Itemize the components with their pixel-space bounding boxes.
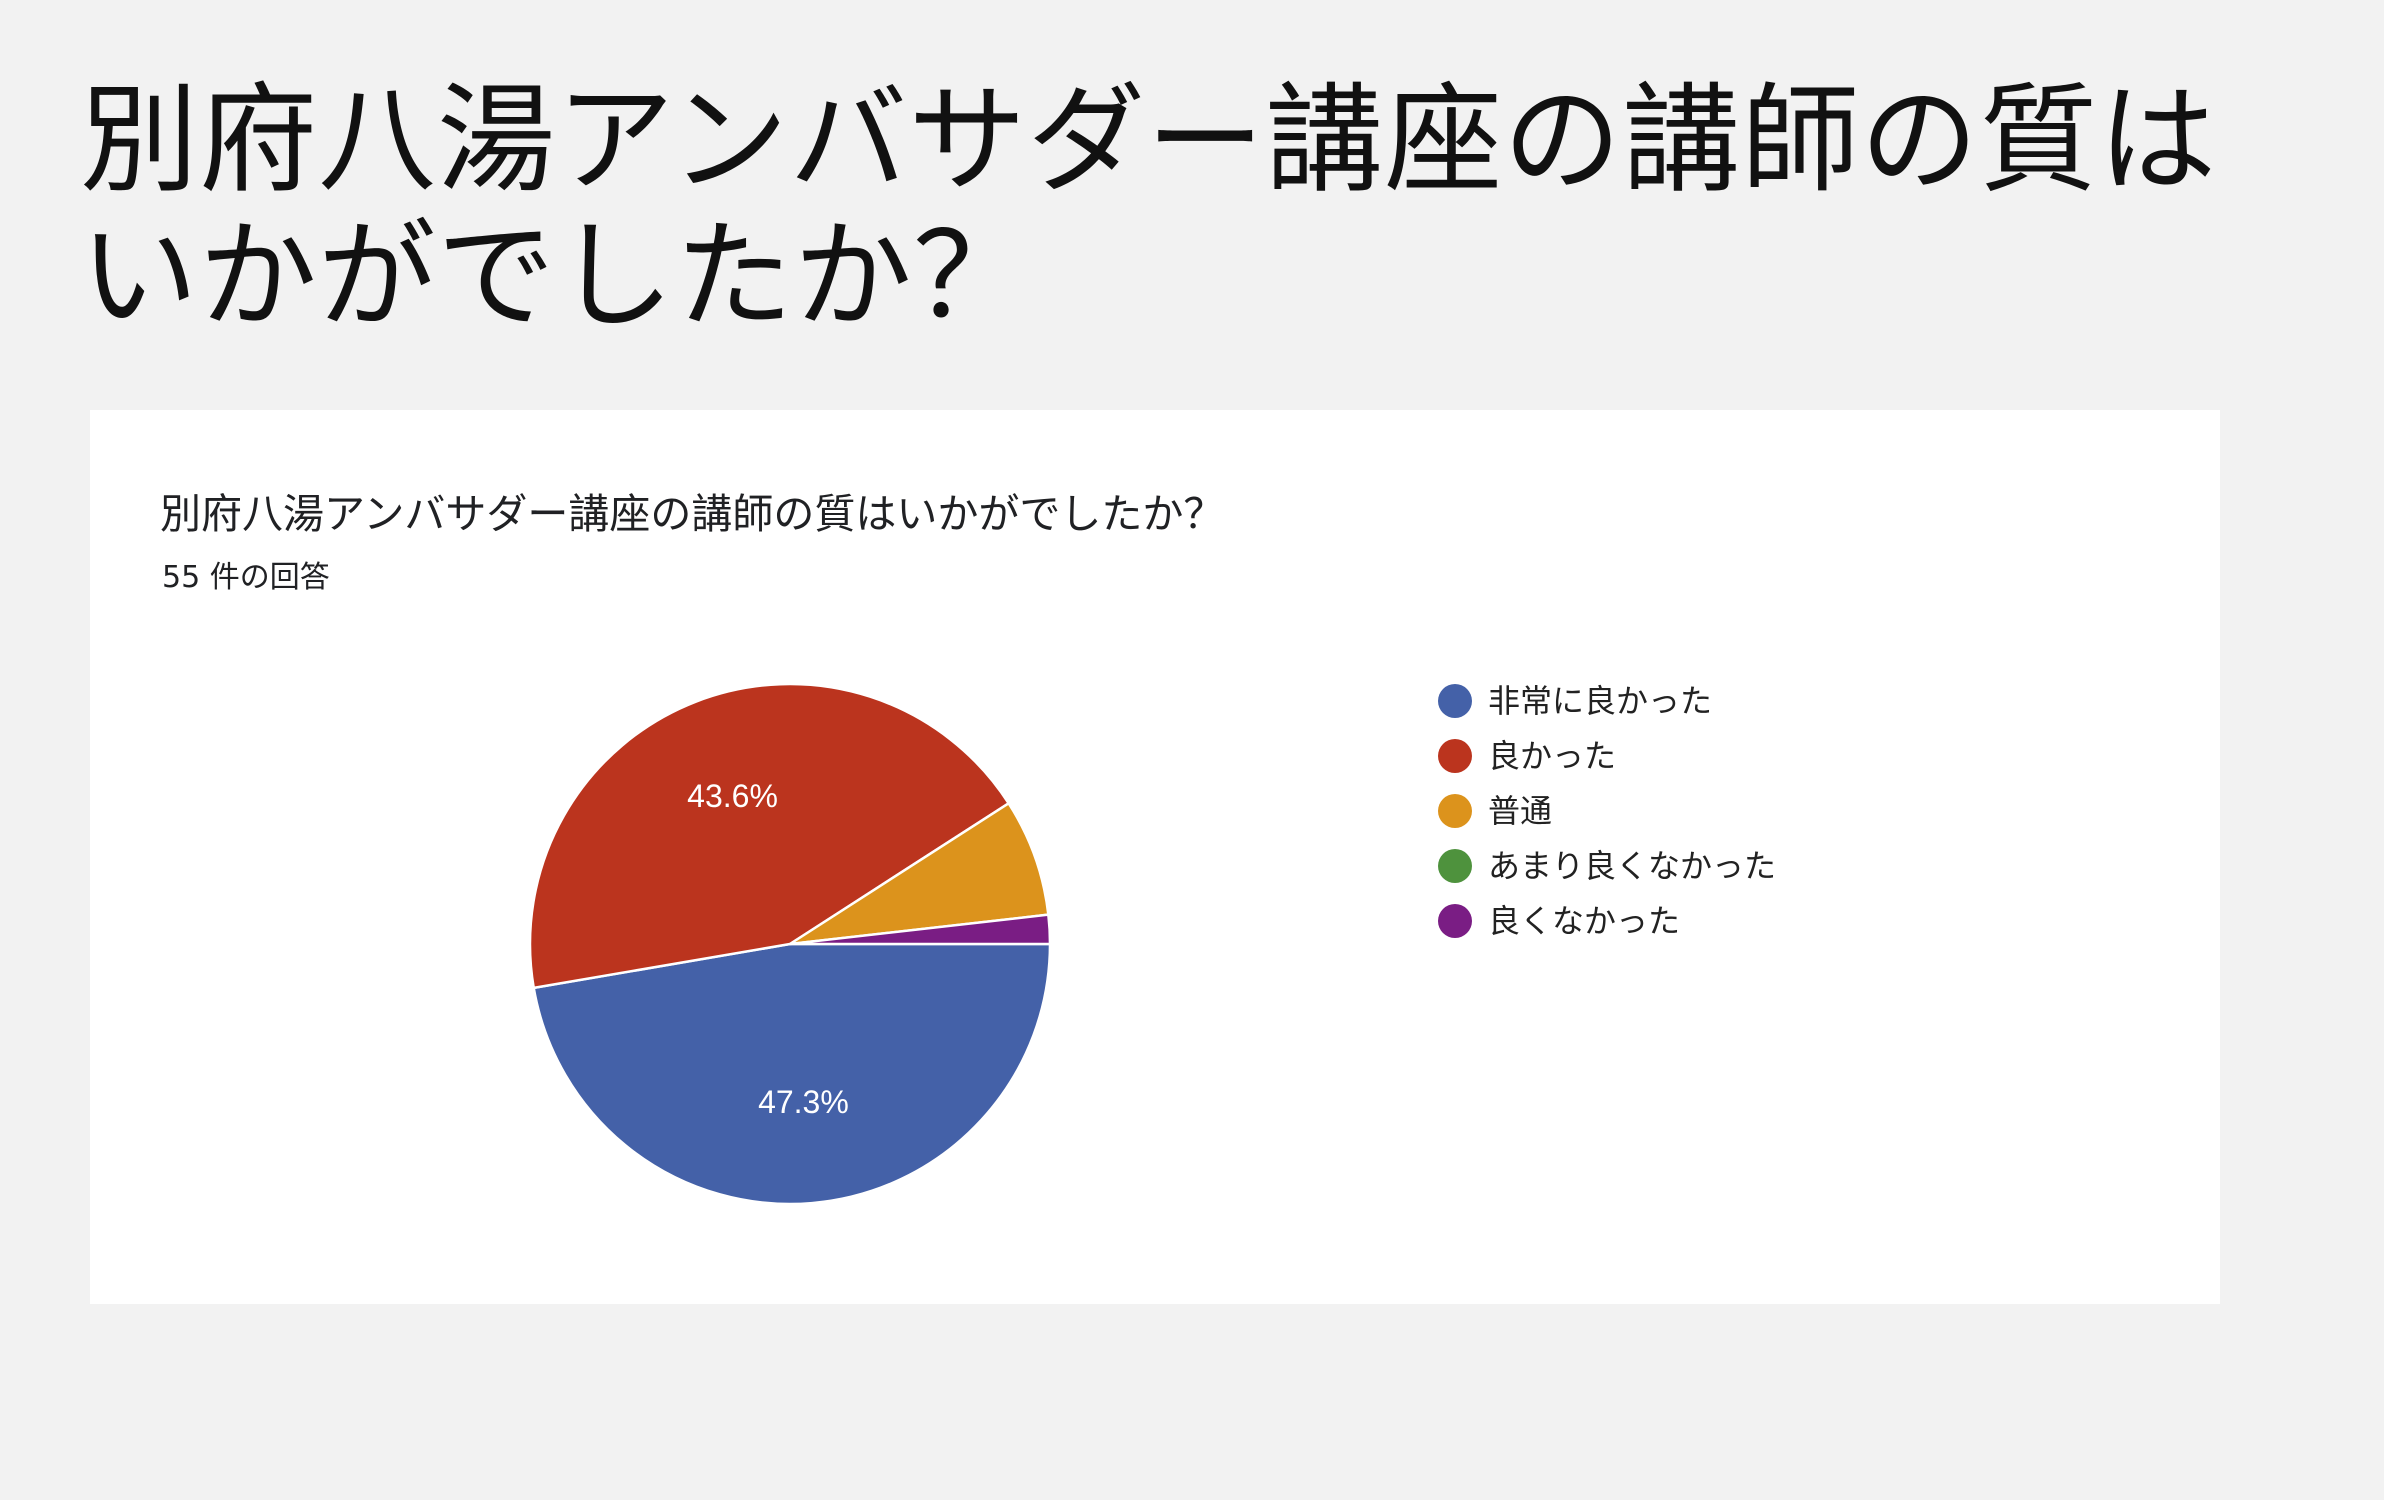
legend-label: 非常に良かった	[1488, 682, 1712, 720]
slice-percentage-label: 43.6%	[687, 778, 778, 814]
legend-swatch	[1438, 849, 1472, 883]
pie-slice[interactable]	[532, 942, 1052, 1206]
legend-swatch	[1438, 684, 1472, 718]
legend-item[interactable]: 良くなかった	[1438, 902, 1680, 940]
chart-question: 別府八湯アンバサダー講座の講師の質はいかがでしたか？	[160, 490, 1225, 538]
slide-title: 別府八湯アンバサダー講座の講師の質はいかがでしたか？	[80, 71, 2218, 345]
pie-slices	[528, 682, 1052, 1206]
legend-swatch	[1438, 904, 1472, 938]
legend-label: 普通	[1488, 792, 1552, 830]
legend-item[interactable]: 普通	[1438, 792, 1552, 830]
pie-slice-labels: 47.3% 43.6%	[687, 778, 849, 1120]
slice-percentage-label: 47.3%	[758, 1084, 849, 1120]
chart-card: 別府八湯アンバサダー講座の講師の質はいかがでしたか？ 55 件の回答 47.3%…	[90, 410, 2220, 1304]
legend-swatch	[1438, 739, 1472, 773]
legend-item[interactable]: 良かった	[1438, 737, 1616, 775]
legend-item[interactable]: あまり良くなかった	[1438, 847, 1776, 885]
legend-label: 良くなかった	[1488, 902, 1680, 940]
response-count: 55 件の回答	[162, 560, 330, 595]
pie-slice[interactable]	[528, 682, 1010, 990]
pie-slice[interactable]	[788, 802, 1050, 946]
legend-item[interactable]: 非常に良かった	[1438, 682, 1712, 720]
legend-label: 良かった	[1488, 737, 1616, 775]
legend-swatch	[1438, 794, 1472, 828]
pie-slice[interactable]	[788, 913, 1052, 946]
legend-label: あまり良くなかった	[1488, 847, 1776, 885]
